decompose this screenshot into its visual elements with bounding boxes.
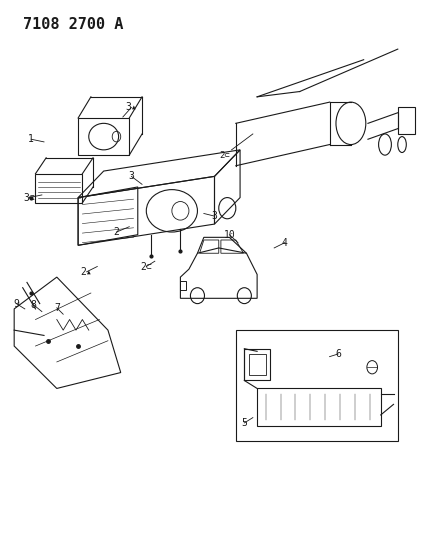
Text: 3⊂: 3⊂ [23,192,35,203]
Text: 4: 4 [282,238,288,248]
Text: 3: 3 [128,172,134,181]
Text: 8: 8 [30,300,36,310]
Text: 2▴: 2▴ [81,267,93,277]
Text: 7: 7 [54,303,60,313]
Text: 6: 6 [335,349,341,359]
Text: 2⊂: 2⊂ [220,151,230,160]
Text: 1: 1 [28,134,34,144]
Text: 5: 5 [242,418,247,428]
Text: 3▴: 3▴ [126,102,137,112]
Text: 7108 2700 A: 7108 2700 A [23,17,123,33]
Bar [398,108,415,134]
Text: 9: 9 [13,298,19,309]
Text: 10: 10 [224,230,235,240]
Text: 2: 2 [114,227,119,237]
Bar [248,354,266,375]
Bar [181,281,185,290]
Text: 3: 3 [211,211,218,221]
Text: 2⊂: 2⊂ [140,262,152,271]
Bar [236,330,398,441]
Bar [245,349,270,381]
Bar [257,389,381,425]
